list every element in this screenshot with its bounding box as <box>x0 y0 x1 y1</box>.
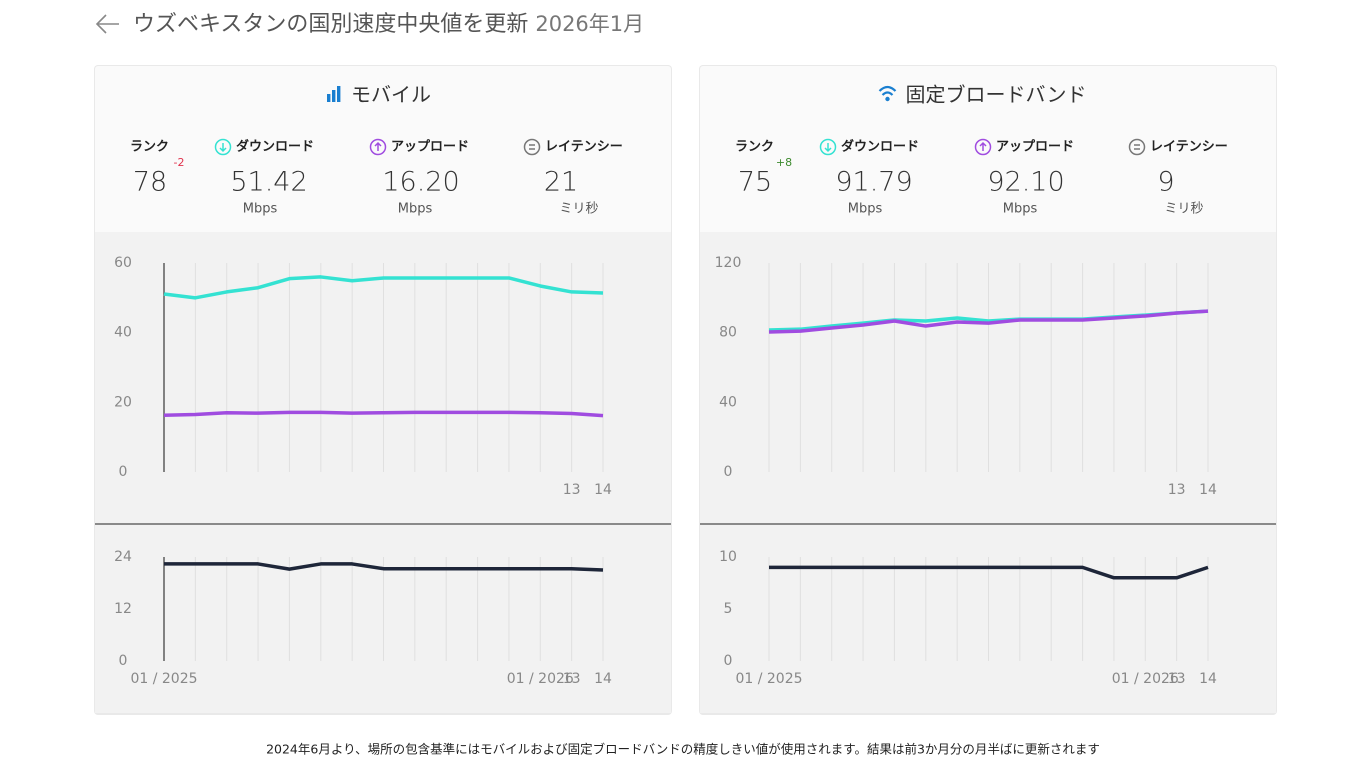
stat-label: レイテンシー <box>545 140 623 155</box>
stat-unit: Mbps <box>1003 202 1038 217</box>
signal-icon <box>337 86 341 102</box>
stat-label: アップロード <box>996 140 1074 155</box>
x-tick-label: 14 <box>594 671 612 687</box>
wifi-icon <box>885 96 890 102</box>
stat-icon <box>529 144 535 150</box>
stat-icon <box>523 138 541 156</box>
panel-title: モバイル <box>351 83 431 107</box>
series-line <box>768 309 1209 334</box>
stat-value: 21 <box>544 167 578 198</box>
y-tick-label: 40 <box>114 325 132 341</box>
y-tick-label: 20 <box>114 394 132 410</box>
y-tick-label: 60 <box>114 255 132 271</box>
rank-change: -2 <box>174 156 185 169</box>
series-line <box>163 410 604 418</box>
stat-label: ダウンロード <box>841 139 919 155</box>
x-tick-label: 13 <box>1168 671 1186 687</box>
footer-note: 2024年6月より、場所の包含基準にはモバイルおよび固定ブロードバンドの精度しき… <box>266 742 1100 757</box>
stat-value: 75 <box>738 167 772 198</box>
x-tick-label: 13 <box>1168 482 1186 498</box>
y-tick-label: 5 <box>724 601 733 617</box>
page-title: ウズベキスタンの国別速度中央値を更新 2026年1月 <box>133 12 644 37</box>
y-tick-label: 80 <box>719 325 737 341</box>
stat-icon <box>214 138 232 156</box>
series-line <box>164 562 604 572</box>
y-tick-label: 40 <box>719 394 737 410</box>
signal-icon <box>327 94 331 102</box>
signal-icon <box>332 90 336 102</box>
stat-label: ランク <box>735 140 774 155</box>
stat-value: 51.42 <box>230 167 307 198</box>
stat-icon <box>1134 144 1140 150</box>
series-line <box>769 565 1209 580</box>
x-tick-label: 14 <box>1199 671 1217 687</box>
stat-value: 92.10 <box>987 167 1064 198</box>
y-tick-label: 120 <box>715 255 742 271</box>
stat-label: レイテンシー <box>1150 140 1228 155</box>
stat-unit: Mbps <box>243 202 278 217</box>
stat-unit: Mbps <box>398 202 433 217</box>
y-tick-label: 0 <box>724 653 733 669</box>
stat-value: 9 <box>1157 167 1174 198</box>
y-tick-label: 0 <box>119 464 128 480</box>
series-line <box>163 275 604 300</box>
stat-icon <box>369 138 387 156</box>
rank-change: +8 <box>776 156 792 169</box>
stat-label: アップロード <box>391 140 469 155</box>
y-tick-label: 0 <box>119 653 128 669</box>
title-date: 2026年1月 <box>535 12 644 36</box>
wifi-icon <box>878 85 897 96</box>
stat-unit: Mbps <box>848 202 883 217</box>
x-tick-label: 01 / 2025 <box>735 671 802 687</box>
x-tick-label: 14 <box>594 482 612 498</box>
stat-unit: ミリ秒 <box>559 202 598 217</box>
stat-value: 78 <box>133 167 167 198</box>
panel-title: 固定ブロードバンド <box>906 83 1087 107</box>
stat-icon <box>974 138 992 156</box>
back-arrow[interactable] <box>95 14 119 34</box>
stat-icon <box>819 138 837 156</box>
stat-icon <box>374 141 382 151</box>
x-tick-label: 01 / 2026 <box>507 671 574 687</box>
y-tick-label: 24 <box>114 549 132 565</box>
x-tick-label: 14 <box>1199 482 1217 498</box>
y-tick-label: 12 <box>114 601 132 617</box>
x-tick-label: 13 <box>563 482 581 498</box>
stat-icon <box>979 141 987 151</box>
x-tick-label: 01 / 2025 <box>130 671 197 687</box>
x-tick-label: 01 / 2026 <box>1112 671 1179 687</box>
stat-icon <box>1128 138 1146 156</box>
stat-icon <box>219 143 227 153</box>
y-tick-label: 0 <box>724 464 733 480</box>
x-tick-label: 13 <box>563 671 581 687</box>
stat-label: ランク <box>130 140 169 155</box>
stat-unit: ミリ秒 <box>1164 202 1203 217</box>
stat-icon <box>824 143 832 153</box>
stat-label: ダウンロード <box>236 139 314 155</box>
stat-value: 16.20 <box>382 167 459 198</box>
title-text: ウズベキスタンの国別速度中央値を更新 <box>133 12 528 37</box>
y-tick-label: 10 <box>719 549 737 565</box>
stat-value: 91.79 <box>835 167 912 198</box>
